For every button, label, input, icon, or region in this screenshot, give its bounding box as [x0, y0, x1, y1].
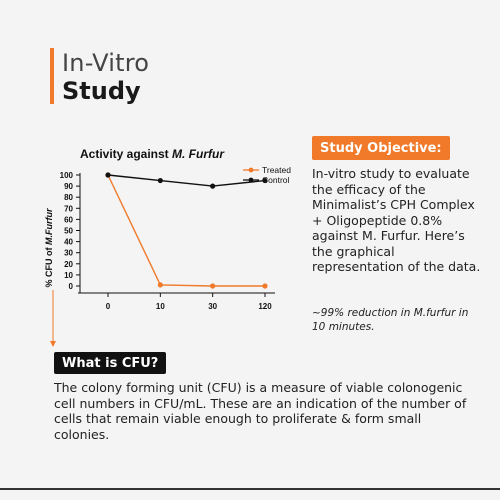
what-is-cfu-badge: What is CFU?: [54, 352, 167, 374]
y-tick-label: 60: [64, 215, 73, 224]
data-point-control: [105, 172, 111, 178]
bottom-divider: [0, 488, 500, 490]
x-tick-label: 120: [258, 302, 272, 311]
accent-bar: [50, 48, 54, 104]
data-point-treated: [210, 283, 216, 289]
data-point-control: [157, 177, 163, 184]
chart-series: [105, 172, 268, 289]
x-tick-label: 30: [208, 302, 217, 311]
legend-label-control: Control: [262, 175, 290, 185]
study-objective-text: In-vitro study to evaluate the efficacy …: [312, 166, 481, 274]
chart-title: Activity against M. Furfur: [80, 147, 225, 161]
data-point-treated: [262, 283, 268, 289]
reduction-note: ~99% reduction in M.furfur in 10 minutes…: [312, 307, 469, 333]
y-tick-label: 50: [64, 227, 73, 236]
legend-marker-treated: [248, 167, 254, 173]
data-point-control: [262, 177, 268, 184]
y-tick-label: 80: [64, 193, 73, 202]
chart-ticks: 0 10 20 30 40 50 60 70 80 90 100 0 10 30 120: [60, 171, 273, 311]
y-tick-label: 70: [64, 204, 73, 213]
study-objective-badge: Study Objective:: [312, 136, 450, 160]
series-line-control: [107, 174, 266, 187]
cfu-description: The colony forming unit (CFU) is a measu…: [54, 380, 467, 442]
y-tick-label: 90: [64, 182, 73, 191]
data-point-treated: [157, 282, 163, 288]
y-tick-label: 100: [60, 171, 74, 180]
y-tick-label: 0: [69, 282, 74, 291]
legend-label-treated: Treated: [262, 165, 291, 175]
page-title-line2: Study: [62, 77, 141, 105]
y-tick-label: 20: [64, 260, 73, 269]
data-point-control: [210, 183, 216, 189]
chart-axes: [78, 173, 275, 294]
x-tick-label: 10: [156, 302, 165, 311]
legend-marker-control: [248, 177, 254, 183]
y-tick-label: 30: [64, 249, 73, 258]
series-line-treated: [107, 174, 265, 287]
x-tick-label: 0: [106, 302, 111, 311]
y-tick-label: 10: [64, 271, 73, 280]
y-axis-label: % CFU of M.Furfur: [44, 208, 54, 287]
y-tick-label: 40: [64, 238, 73, 247]
cfu-line-chart: Activity against M. Furfur % CFU of M.Fu…: [44, 147, 291, 347]
arrow-head: [50, 341, 56, 347]
page-title-line1: In-Vitro: [62, 49, 150, 77]
